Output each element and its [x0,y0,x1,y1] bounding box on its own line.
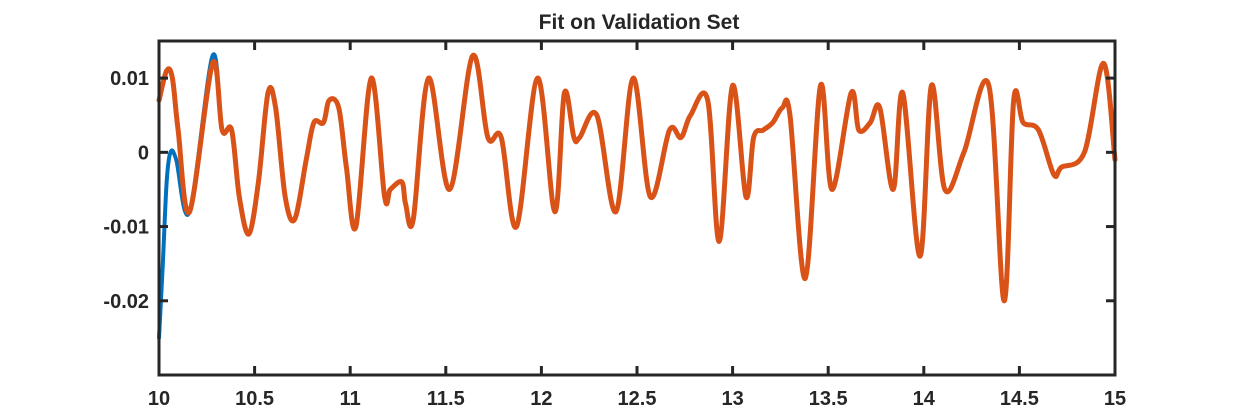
x-tick-label: 13 [721,388,743,410]
x-tick-label: 12 [530,388,552,410]
x-tick-label: 11 [340,388,361,410]
series-line-2 [156,52,1118,304]
x-tick-label: 10 [148,388,170,410]
x-tick-label: 13.5 [809,388,848,410]
y-tick-label: 0 [138,142,149,164]
x-tick-label: 14.5 [1000,388,1039,410]
chart-title: Fit on Validation Set [539,11,740,34]
x-tick-label: 11.5 [427,388,465,410]
y-tick-label: -0.01 [103,217,149,239]
series-layer [156,52,1118,340]
y-axis: -0.02 -0.01 0 0.01 [103,68,1115,313]
x-tick-label: 10.5 [235,388,274,410]
y-tick-label: -0.02 [103,291,149,313]
y-tick-label: 0.01 [110,68,149,90]
x-axis: 10 10.5 11 11.5 12 12.5 13 13.5 14 14.5 15 [148,41,1126,410]
x-tick-label: 14 [913,388,936,410]
x-tick-label: 15 [1104,388,1126,410]
x-tick-label: 12.5 [618,388,657,410]
